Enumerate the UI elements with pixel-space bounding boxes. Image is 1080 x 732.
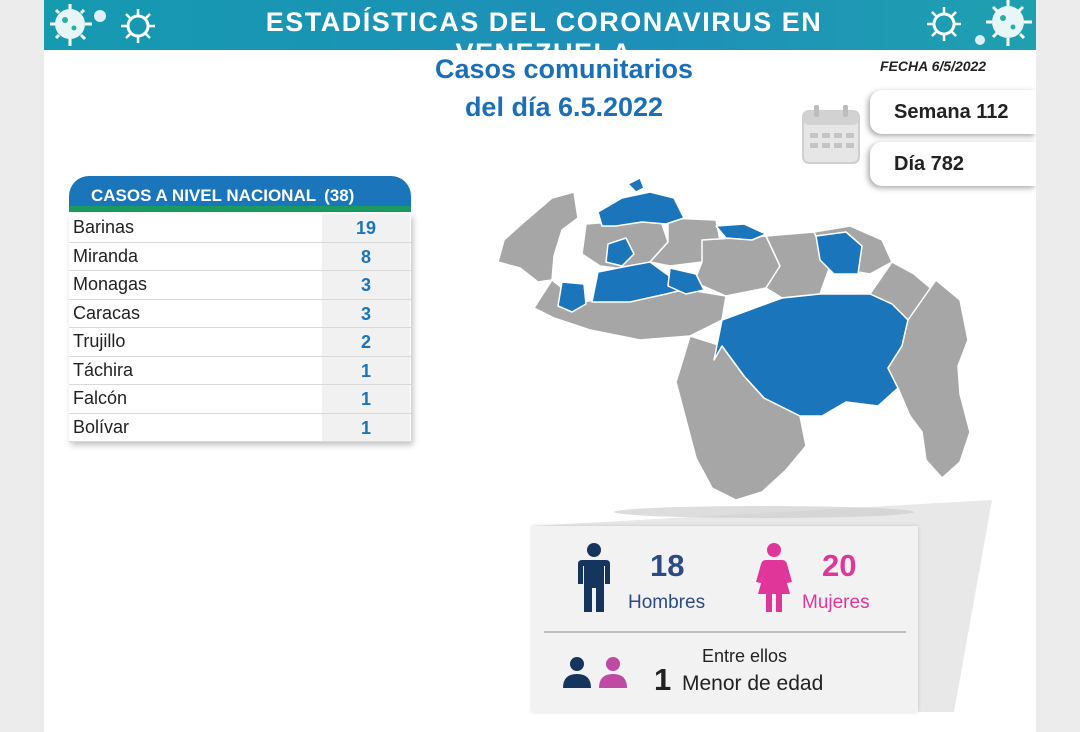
man-icon [563,657,591,688]
table-header: CASOS A NIVEL NACIONAL (38) [69,176,411,212]
man-icon [578,543,610,612]
virus-icon [50,4,106,46]
table-row: Barinas 19 [69,214,411,243]
map-region-falcon [597,191,685,227]
table-title: CASOS A NIVEL NACIONAL [91,186,317,205]
men-label: Hombres [628,592,706,613]
state-name: Caracas [73,302,141,323]
map-region-caracas [667,267,705,295]
infographic-page: ESTADÍSTICAS DEL CORONAVIRUS EN VENEZUEL… [44,0,1036,732]
case-count: 1 [319,385,410,413]
table-row: Caracas 3 [69,299,411,328]
virus-icon [975,0,1032,46]
map-region-trujillo [605,237,635,267]
calendar-icon [802,105,860,164]
report-date: FECHA 6/5/2022 [880,58,987,74]
table-row: Bolívar 1 [69,413,411,442]
table-row: Falcón 1 [69,385,411,414]
map-region-monagas [815,231,863,275]
header-banner: ESTADÍSTICAS DEL CORONAVIRUS EN VENEZUEL… [44,0,1036,68]
virus-icon [927,7,961,41]
state-name: Falcón [73,388,128,408]
state-name: Barinas [73,217,135,237]
between-label: Entre ellos [702,646,788,666]
women-label: Mujeres [802,592,870,613]
case-count: 2 [319,328,410,356]
virus-icon [121,9,155,43]
case-count: 19 [319,214,410,242]
stats-panel: 18 Hombres 20 Mujeres Entre ellos 1 Meno… [532,526,918,712]
state-name: Táchira [73,359,134,380]
case-count: 3 [319,299,410,327]
minor-count: 1 [654,662,672,697]
map-region-tachira [557,281,587,313]
case-count: 1 [319,356,410,384]
map-region-zulia [497,191,579,283]
map-region-miranda [715,223,767,241]
state-name: Trujillo [73,331,126,351]
table-total: (38) [324,186,355,205]
state-name: Monagas [73,274,148,294]
woman-icon [599,657,627,688]
subtitle-line-2: del día 6.5.2022 [464,92,664,122]
cases-table: Barinas 19 Miranda 8 Monagas 3 Caracas 3 Tru… [69,214,411,442]
day-badge: Día 782 [870,142,1036,186]
stats-pedestal [532,500,992,712]
table-row: Monagas 3 [69,271,411,300]
venezuela-map [497,177,971,501]
week-badge: Semana 112 [870,90,1036,134]
map-region-esequibo [887,279,971,479]
table-row: Trujillo 2 [69,328,411,357]
stats-divider [544,631,906,633]
page-title: ESTADÍSTICAS DEL CORONAVIRUS EN VENEZUEL… [265,7,823,68]
men-count: 18 [650,548,685,583]
case-count: 8 [319,242,410,270]
woman-icon [756,543,792,612]
table-row: Miranda 8 [69,242,411,271]
women-count: 20 [822,548,857,583]
case-count: 1 [319,413,410,441]
map-region-bolivar [713,293,909,417]
case-count: 3 [319,271,410,299]
state-name: Bolívar [73,416,130,437]
state-name: Miranda [73,245,139,266]
minor-label: Menor de edad [682,672,824,695]
map-region-paraguana [627,177,645,193]
table-row: Táchira 1 [69,356,411,385]
subtitle-line-1: Casos comunitarios [434,54,694,84]
